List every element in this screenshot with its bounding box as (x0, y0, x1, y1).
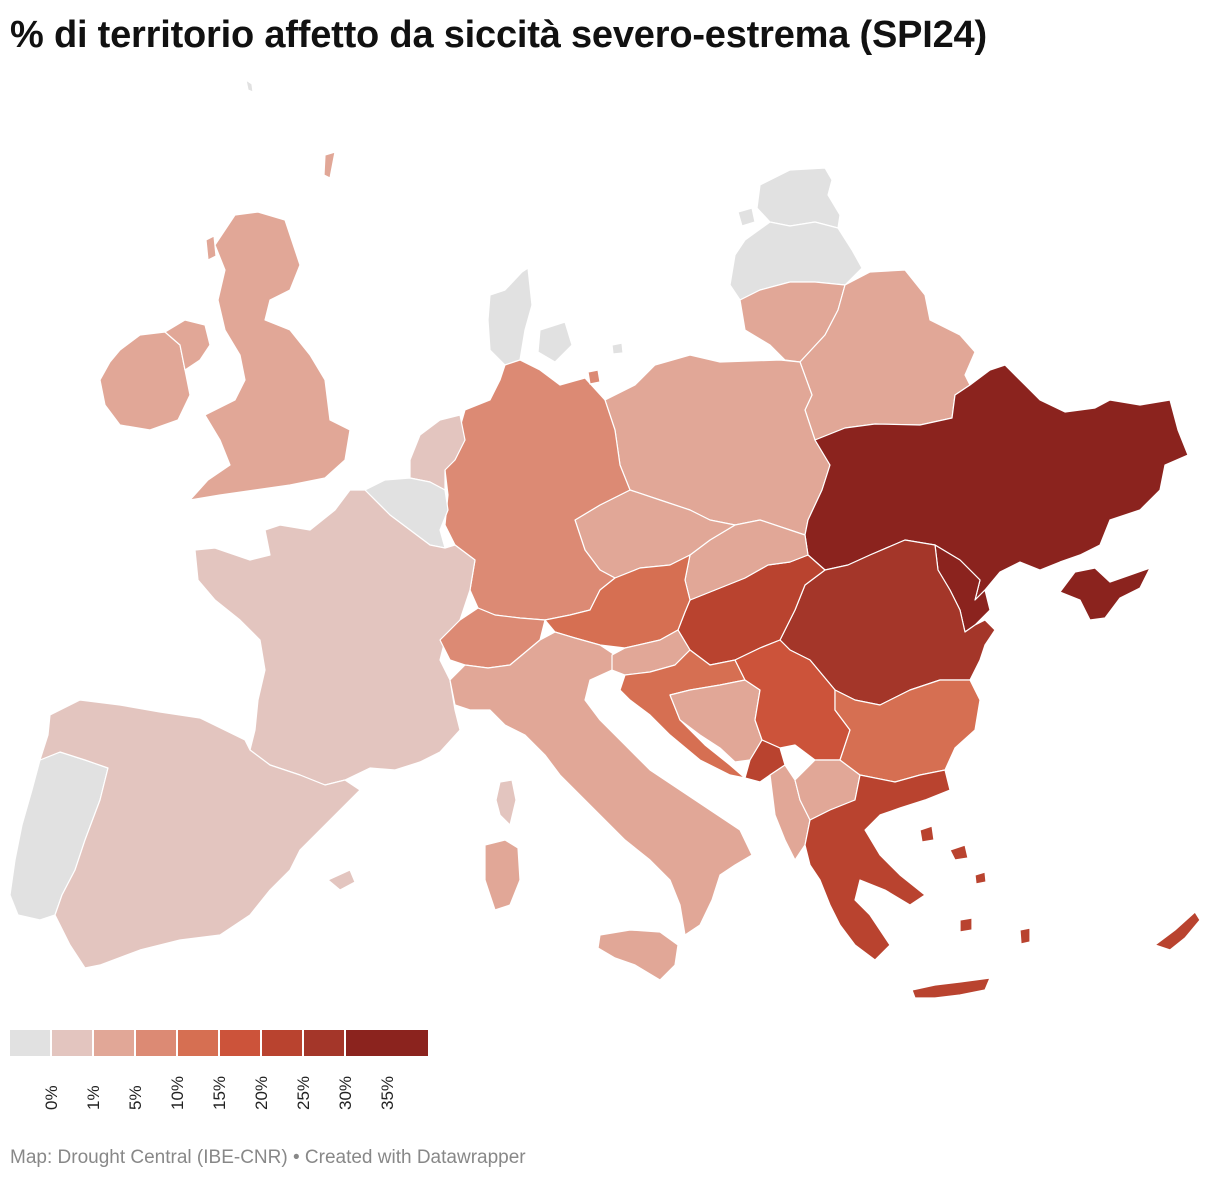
country-uk-shetland[interactable] (323, 151, 336, 179)
legend-label-2: 5% (126, 1085, 145, 1110)
europe-map (9, 79, 1201, 999)
legend-label-1: 1% (84, 1085, 103, 1110)
country-estonia[interactable] (756, 167, 841, 229)
country-greece[interactable] (804, 769, 951, 961)
country-france-corsica[interactable] (495, 779, 517, 826)
country-cyprus[interactable] (1154, 911, 1201, 951)
legend-label-4: 15% (210, 1075, 229, 1110)
country-denmark-zealand[interactable] (537, 321, 573, 363)
country-france[interactable] (194, 489, 476, 786)
country-ukraine-crimea[interactable] (1059, 567, 1151, 621)
legend-swatch-7 (304, 1030, 344, 1056)
legend-label-8: 35% (378, 1075, 397, 1110)
country-greece-island-2[interactable] (974, 871, 987, 885)
map-credit: Map: Drought Central (IBE-CNR) • Created… (10, 1147, 526, 1168)
country-spain[interactable] (39, 699, 361, 969)
legend-swatch-8 (346, 1030, 428, 1056)
legend-label-7: 30% (336, 1075, 355, 1110)
country-germany[interactable] (444, 359, 631, 621)
country-ireland[interactable] (99, 331, 191, 431)
country-germany-island[interactable] (587, 369, 601, 385)
country-greece-island-4[interactable] (959, 917, 973, 933)
country-italy-sicily[interactable] (597, 929, 679, 981)
legend-swatch-4 (178, 1030, 218, 1056)
country-italy-sardinia[interactable] (484, 839, 521, 911)
country-greece-island-5[interactable] (919, 825, 935, 843)
legend-swatch-5 (220, 1030, 260, 1056)
country-bosnia[interactable] (669, 679, 763, 763)
legend-swatch-1 (52, 1030, 92, 1056)
country-greece-island-3[interactable] (1019, 927, 1031, 945)
country-greece-island-1[interactable] (949, 844, 969, 861)
legend-swatch-2 (94, 1030, 134, 1056)
legend-label-3: 10% (168, 1075, 187, 1110)
legend-label-6: 25% (294, 1075, 313, 1110)
country-norway[interactable] (245, 79, 254, 93)
legend-swatch-3 (136, 1030, 176, 1056)
country-denmark[interactable] (487, 267, 533, 366)
legend-swatch-6 (262, 1030, 302, 1056)
country-estonia-island[interactable] (737, 207, 756, 227)
country-denmark-bornholm[interactable] (611, 342, 624, 355)
country-bulgaria[interactable] (834, 679, 981, 783)
legend-swatch-0 (10, 1030, 50, 1056)
legend-label-0: 0% (42, 1085, 61, 1110)
country-greece-crete[interactable] (911, 977, 991, 999)
country-uk-hebrides[interactable] (205, 235, 217, 261)
country-italy[interactable] (449, 631, 753, 936)
legend-label-5: 20% (252, 1075, 271, 1110)
country-uk-northern-ireland[interactable] (164, 319, 211, 371)
country-slovakia[interactable] (684, 519, 809, 601)
map-title: % di territorio affetto da siccità sever… (10, 14, 987, 56)
country-uk-great-britain[interactable] (189, 211, 351, 501)
country-spain-balearic[interactable] (327, 869, 356, 891)
